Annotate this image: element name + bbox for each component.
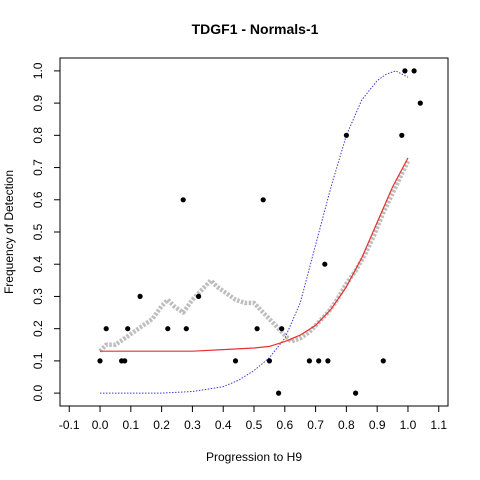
scatter-point — [180, 197, 186, 203]
scatter-point — [125, 326, 131, 332]
scatter-point — [260, 197, 266, 203]
scatter-point — [306, 358, 312, 364]
scatter-point — [165, 326, 171, 332]
y-tick-label: 0.2 — [31, 320, 45, 337]
y-tick-label: 0.9 — [31, 94, 45, 111]
y-tick-label: 0.8 — [31, 127, 45, 144]
x-tick-label: 1.1 — [430, 418, 447, 432]
x-tick-label: 0.8 — [338, 418, 355, 432]
y-tick-label: 0.1 — [31, 352, 45, 369]
scatter-point — [402, 68, 408, 74]
scatter-point — [380, 358, 386, 364]
x-tick-label: 0.2 — [153, 418, 170, 432]
scatter-point — [417, 100, 423, 106]
scatter-point — [232, 358, 239, 364]
scatter-point — [122, 358, 128, 364]
x-tick-label: 0.3 — [184, 418, 201, 432]
blue-fit-line — [100, 70, 409, 394]
y-tick-label: 1.0 — [31, 62, 45, 79]
scatter-point — [343, 132, 349, 138]
scatter-point — [254, 326, 260, 332]
y-tick-label: 0.3 — [31, 288, 45, 305]
y-tick-label: 0.5 — [31, 223, 45, 240]
x-tick-label: -0.1 — [59, 418, 80, 432]
y-axis-label: Frequency of Detection — [2, 170, 16, 294]
scatter-point — [137, 293, 143, 299]
scatter-point — [103, 326, 109, 332]
scatter-point — [266, 358, 272, 364]
x-tick-label: 0.4 — [215, 418, 232, 432]
y-tick-label: 0.0 — [31, 384, 45, 401]
scatter-point — [322, 261, 328, 267]
scatter-point — [316, 358, 322, 364]
x-tick-label: 0.6 — [276, 418, 293, 432]
scatter-point — [97, 358, 103, 364]
running-mean-series — [98, 160, 411, 353]
y-tick-label: 0.6 — [31, 191, 45, 208]
scatter-point — [183, 326, 189, 332]
y-tick-label: 0.4 — [31, 256, 45, 273]
scatter-point — [325, 358, 331, 364]
x-tick-label: 0.9 — [369, 418, 386, 432]
chart-title: TDGF1 - Normals-1 — [192, 21, 319, 37]
x-tick-label: 0.0 — [92, 418, 109, 432]
x-tick-label: 1.0 — [400, 418, 417, 432]
scatter-point — [399, 132, 405, 138]
x-tick-label: 0.1 — [122, 418, 139, 432]
y-tick-label: 0.7 — [31, 159, 45, 176]
plot-frame — [59, 57, 449, 407]
scatter-point — [411, 68, 417, 74]
x-axis-label: Progression to H9 — [206, 450, 302, 464]
scatter-point — [276, 390, 282, 396]
plot-area — [97, 68, 423, 396]
x-axis: -0.1 0.0 0.1 0.2 0.3 0.4 0.5 0.6 0.7 0.8 0.9 1.0 1.1 — [59, 406, 447, 432]
red-fit-line — [100, 157, 409, 352]
y-axis: 0.0 0.1 0.2 0.3 0.4 0.5 0.6 0.7 0.8 0.9 1.0 — [31, 62, 60, 401]
scatter-points — [97, 68, 423, 396]
x-tick-label: 0.7 — [307, 418, 324, 432]
running-mean-line — [98, 160, 411, 353]
scatter-point — [353, 390, 359, 396]
x-tick-label: 0.5 — [246, 418, 263, 432]
scatter-point — [196, 293, 202, 299]
scatter-point — [279, 326, 285, 332]
